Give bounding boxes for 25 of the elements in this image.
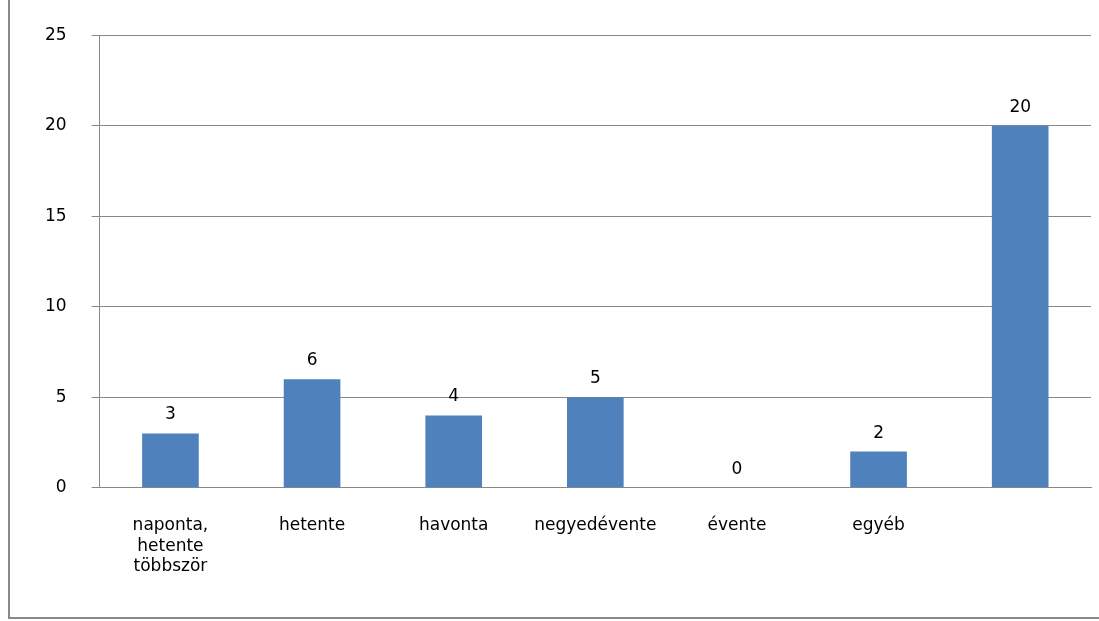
data-label: 20: [1009, 95, 1032, 116]
data-label: 5: [589, 367, 601, 388]
x-tick-label: negyedévente: [534, 514, 657, 535]
x-tick-label: évente: [707, 514, 767, 535]
data-label: 3: [165, 403, 176, 424]
bar: [850, 451, 907, 488]
y-tick-label: 25: [44, 23, 67, 44]
bar: [283, 379, 341, 488]
data-label: 2: [873, 421, 884, 442]
y-tick-label: 15: [44, 204, 67, 225]
y-tick-label: 5: [55, 385, 67, 406]
y-tick-label: 20: [44, 114, 67, 135]
bar: [991, 125, 1049, 488]
data-label: 0: [731, 457, 743, 478]
x-tick-label: naponta, hetente többször: [132, 514, 209, 576]
bar: [425, 415, 483, 488]
x-tick-label: havonta: [418, 514, 489, 535]
data-label: 6: [306, 349, 318, 370]
x-tick-label: hetente: [278, 514, 346, 535]
y-tick-label: 10: [44, 295, 67, 316]
data-label: 4: [448, 385, 460, 406]
x-tick-label: egyéb: [852, 514, 905, 535]
bar: [566, 397, 624, 488]
y-tick-label: 0: [55, 476, 67, 497]
bar: [142, 433, 199, 488]
